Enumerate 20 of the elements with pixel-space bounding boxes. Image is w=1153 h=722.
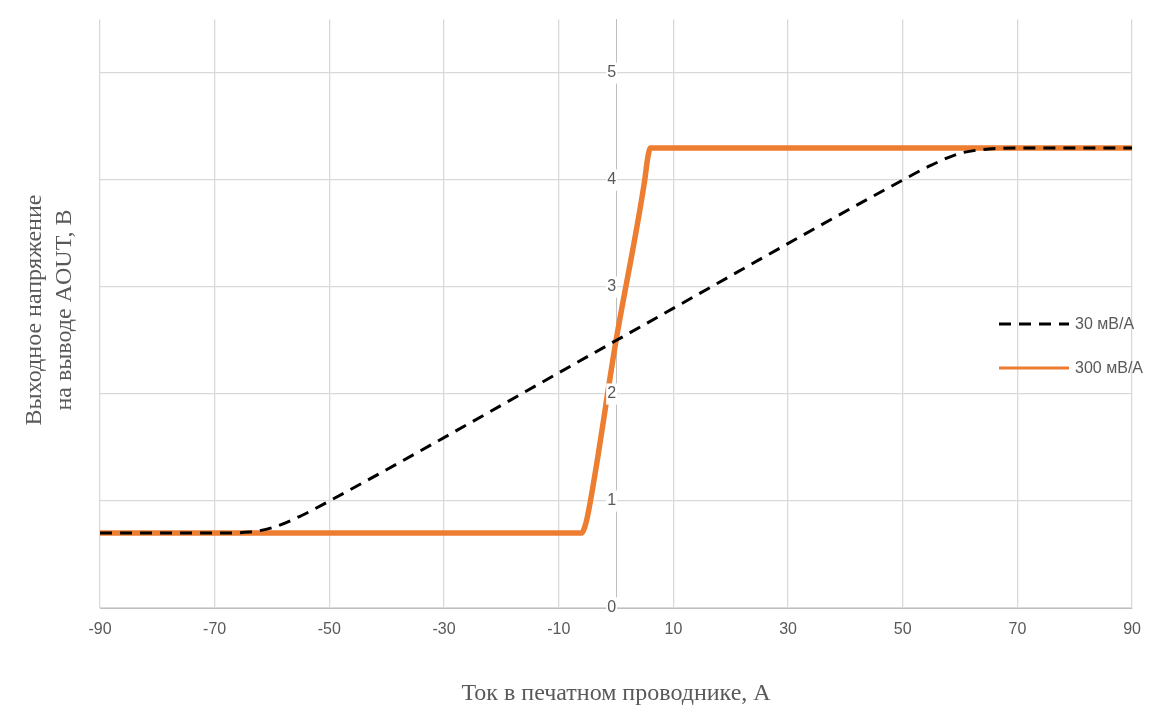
x-axis-title: Ток в печатном проводнике, А — [461, 678, 772, 705]
y-tick-label: 0 — [607, 598, 617, 616]
x-tick-label: 30 — [779, 620, 798, 638]
x-tick-label: -30 — [432, 620, 456, 638]
legend-label: 300 мВ/А — [1075, 359, 1143, 377]
y-tick-label: 4 — [607, 170, 617, 188]
legend-label: 30 мВ/А — [1075, 315, 1135, 333]
x-tick-label: -10 — [547, 620, 571, 638]
y-tick-label: 1 — [607, 491, 617, 509]
x-tick-label: -70 — [203, 620, 227, 638]
y-tick-label: 5 — [607, 63, 617, 81]
y-tick-label: 3 — [607, 277, 617, 295]
y-tick-label: 2 — [607, 384, 617, 402]
x-tick-label: -90 — [88, 620, 112, 638]
x-tick-label: 10 — [664, 620, 683, 638]
x-tick-label: 70 — [1008, 620, 1027, 638]
x-tick-label: 50 — [893, 620, 912, 638]
y-axis-title: Выходное напряжение на выводе AOUT, В — [19, 194, 77, 426]
x-tick-label: 90 — [1123, 620, 1142, 638]
x-tick-label: -50 — [317, 620, 342, 638]
